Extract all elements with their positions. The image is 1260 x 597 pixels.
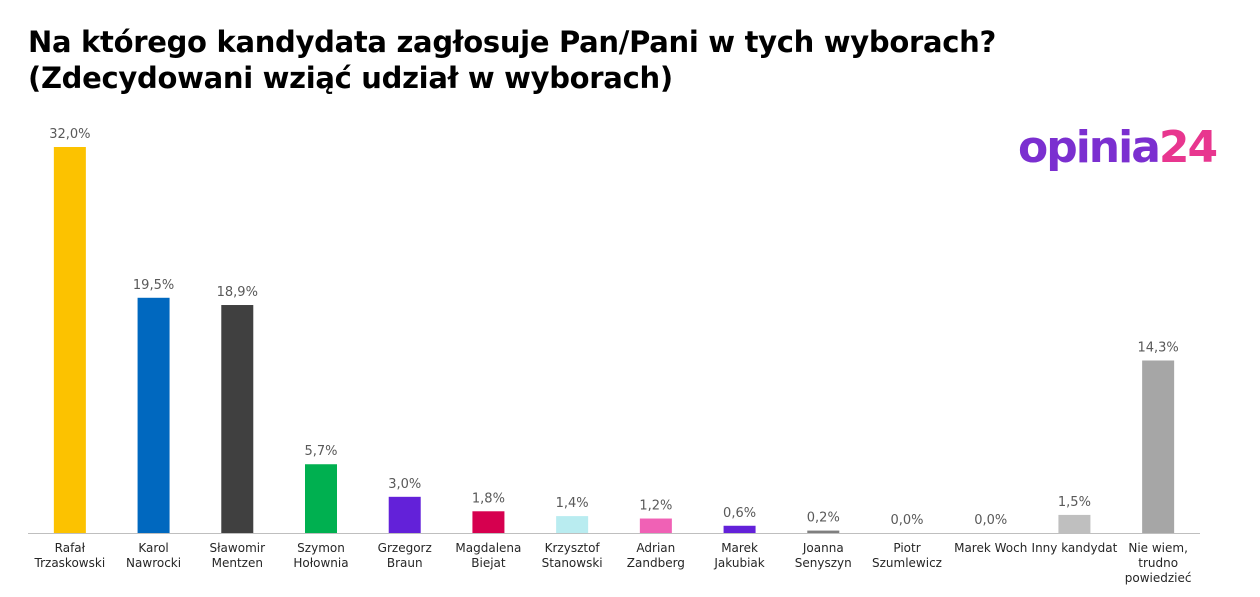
category-label-12-line-0: Inny kandydat [1032,541,1118,555]
bar-3 [305,464,337,533]
data-label-2: 18,9% [217,285,258,300]
category-label-2: Sławomir Mentzen [210,541,266,570]
bar-1 [137,297,170,533]
data-label-6: 1,4% [556,496,589,511]
category-label-13: Nie wiem, trudno powiedzieć [1125,541,1192,585]
category-label-7-line-0: Adrian [636,541,675,555]
category-label-12: Inny kandydat [1032,541,1118,555]
category-label-10-line-1: Szumlewicz [872,556,942,570]
category-label-6-line-1: Stanowski [542,556,603,570]
opinia24-logo: opinia24 [1018,122,1218,173]
category-label-11-line-0: Marek Woch [954,541,1027,555]
logo-text-opinia: opinia [1018,122,1161,173]
category-label-8-line-1: Jakubiak [713,556,764,570]
data-label-7: 1,2% [639,499,672,514]
bar-0 [53,147,86,533]
category-label-11: Marek Woch [954,541,1027,555]
chart-title-line2: (Zdecydowani wziąć udział w wyborach) [28,61,673,95]
bar-5 [472,511,505,533]
category-label-3-line-0: Szymon [297,541,345,555]
category-label-9-line-0: Joanna [802,541,844,555]
data-label-8: 0,6% [723,506,756,521]
bar-9 [807,530,840,533]
data-label-4: 3,0% [388,477,421,492]
bar-7 [639,518,672,533]
chart-title-line1: Na którego kandydata zagłosuje Pan/Pani … [28,25,996,59]
category-label-5: Magdalena Biejat [455,541,521,570]
bar-2 [221,305,254,533]
category-label-7-line-1: Zandberg [627,556,685,570]
category-label-13-line-2: powiedzieć [1125,571,1192,585]
category-label-0: Rafał Trzaskowski [34,541,106,570]
category-label-7: Adrian Zandberg [627,541,685,570]
data-label-10: 0,0% [890,513,923,528]
category-label-9: Joanna Senyszyn [795,541,852,570]
category-label-8-line-0: Marek [721,541,758,555]
category-label-5-line-0: Magdalena [455,541,521,555]
data-label-11: 0,0% [974,513,1007,528]
data-label-13: 14,3% [1137,341,1178,356]
category-label-8: Marek Jakubiak [713,541,764,570]
category-label-13-line-0: Nie wiem, [1128,541,1188,555]
category-label-5-line-1: Biejat [471,556,506,570]
bar-4 [388,496,421,533]
category-label-4: Grzegorz Braun [378,541,432,570]
category-label-9-line-1: Senyszyn [795,556,852,570]
category-label-4-line-1: Braun [387,556,423,570]
category-label-1-line-0: Karol [138,541,168,555]
bar-8 [723,525,756,533]
category-label-0-line-0: Rafał [55,541,86,555]
data-label-9: 0,2% [807,511,840,526]
category-label-3: Szymon Hołownia [293,541,348,570]
category-label-6: Krzysztof Stanowski [542,541,603,570]
category-label-13-line-1: trudno [1138,556,1178,570]
bar-13 [1142,360,1175,533]
category-label-4-line-0: Grzegorz [378,541,432,555]
data-label-0: 32,0% [49,127,90,142]
data-label-5: 1,8% [472,491,505,506]
category-label-6-line-0: Krzysztof [545,541,601,555]
chart-title: Na którego kandydata zagłosuje Pan/Pani … [28,24,996,96]
category-label-1: Karol Nawrocki [126,541,181,570]
data-label-1: 19,5% [133,278,174,293]
bar-6 [556,516,589,533]
category-label-1-line-1: Nawrocki [126,556,181,570]
category-label-3-line-1: Hołownia [293,556,348,570]
category-label-10: Piotr Szumlewicz [872,541,942,570]
bar-12 [1058,514,1091,533]
logo-text-24: 24 [1158,122,1218,173]
category-label-2-line-1: Mentzen [212,556,263,570]
category-label-0-line-1: Trzaskowski [34,556,106,570]
data-label-3: 5,7% [304,444,337,459]
data-label-12: 1,5% [1058,495,1091,510]
category-label-2-line-0: Sławomir [210,541,266,555]
category-label-10-line-0: Piotr [893,541,920,555]
